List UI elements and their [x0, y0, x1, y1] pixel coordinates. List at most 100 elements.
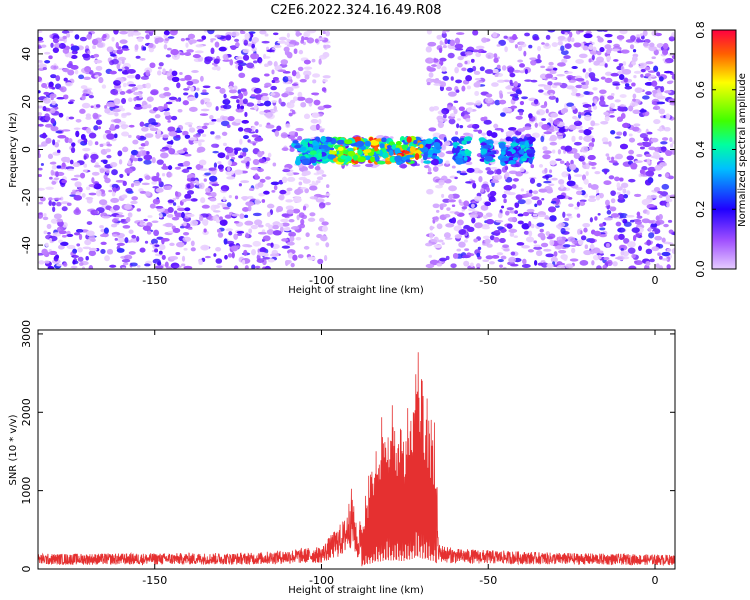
spectrogram-cell [110, 223, 118, 228]
spectrogram-cell [246, 102, 255, 107]
spectrogram-cell [565, 263, 574, 269]
spectrogram-cell [62, 35, 67, 40]
spectrogram-cell [519, 41, 524, 46]
spectrogram-cell [282, 71, 291, 74]
spectrogram-cell [110, 161, 118, 168]
spectrogram-cell [473, 238, 479, 243]
spectrogram-cell [225, 34, 232, 41]
spectrogram-cell [439, 81, 447, 88]
spectrogram-cell [111, 169, 118, 176]
spectrogram-cell [250, 53, 260, 60]
spectrogram-cell [606, 48, 612, 55]
spectrogram-cell [579, 260, 589, 266]
spectrogram-cell [615, 153, 624, 160]
spectrogram-cell [632, 126, 640, 132]
spectrogram-cell [318, 202, 326, 209]
spectrogram-cell [481, 50, 487, 53]
spectrogram-cell [60, 201, 70, 205]
spectrogram-cell [186, 166, 192, 170]
spectrogram-cell [266, 49, 275, 53]
spectrogram-cell [38, 187, 45, 191]
echo-cell [401, 143, 409, 151]
spectrogram-cell [233, 85, 238, 90]
spectrogram-cell [631, 227, 640, 233]
spectrogram-cell [242, 48, 250, 54]
spectrogram-cell [633, 234, 637, 242]
spectrogram-cell [578, 53, 588, 59]
spectrogram-cell [144, 133, 154, 138]
spectrogram-cell [116, 63, 121, 70]
spectrogram-cell [555, 204, 560, 208]
spectrogram-cell [223, 238, 228, 245]
spectrogram-cell [530, 164, 534, 169]
echo-cell [452, 148, 460, 154]
spectrogram-cell [294, 189, 302, 195]
spectrogram-cell [307, 217, 316, 222]
echo-cell [430, 160, 436, 165]
spectrogram-cell [210, 192, 217, 198]
spectrogram-cell [543, 131, 553, 135]
spectrogram-cell [460, 112, 465, 117]
spectrogram-cell [130, 183, 135, 188]
spectrogram-cell [303, 32, 309, 38]
spectrogram-cell [514, 44, 518, 49]
spectrogram-cell [477, 170, 483, 174]
spectrogram-cell [167, 119, 171, 123]
spectrogram-cell [185, 42, 189, 48]
spectrogram-cell [496, 44, 501, 47]
spectrogram-cell [187, 33, 196, 40]
spectrogram-cell [511, 184, 517, 189]
spectrogram-cell [174, 166, 181, 170]
spectrogram-cell [156, 159, 164, 165]
spectrogram-cell [246, 62, 255, 69]
spectrogram-cell [201, 35, 207, 40]
spectrogram-cell [238, 72, 246, 79]
spectrogram-cell [172, 228, 181, 234]
spectrogram-cell [640, 74, 644, 78]
spectrogram-cell [288, 231, 297, 237]
spectrogram-cell [70, 45, 80, 52]
spectrogram-cell [441, 32, 447, 39]
spectrogram-cell [583, 227, 588, 233]
spectrogram-cell [588, 67, 592, 72]
spectrogram-cell [254, 219, 263, 226]
spectrogram-cell [59, 196, 64, 201]
spectrogram-cell [209, 115, 214, 120]
spectrogram-cell [571, 105, 576, 110]
spectrogram-cell [472, 182, 477, 189]
echo-cell [376, 150, 381, 154]
spectrogram-cell [280, 101, 286, 107]
spectrogram-cell [143, 159, 152, 165]
spectrogram-cell [322, 225, 328, 232]
spectrogram-cell [573, 120, 583, 126]
spectrogram-cell [583, 178, 589, 185]
spectrogram-cell [136, 208, 141, 212]
spectrogram-cell [649, 258, 655, 263]
spectrogram-cell [48, 55, 53, 60]
spectrogram-cell [176, 127, 181, 133]
spectrogram-cell [221, 107, 225, 111]
spectrogram-cell [47, 265, 55, 269]
spectrogram-cell [184, 74, 192, 81]
spectrogram-cell [461, 206, 468, 210]
spectrogram-cell [85, 197, 94, 200]
spectrogram-cell [311, 92, 320, 96]
spectrogram-cell [279, 189, 287, 195]
spectrogram-cell [604, 116, 610, 122]
spectrogram-cell [209, 175, 218, 182]
spectrogram-cell [200, 75, 204, 82]
spectrogram-cell [508, 228, 518, 233]
spectrogram-cell [273, 32, 279, 36]
spectrogram-cell [665, 194, 670, 201]
spectrogram-cell [190, 247, 196, 252]
spectrogram-cell [204, 255, 211, 259]
spectrogram-cell [56, 149, 61, 154]
spectrogram-cell [573, 141, 582, 146]
spectrogram-cell [315, 180, 321, 184]
spectrogram-cell [174, 212, 184, 218]
spectrogram-cell [112, 108, 121, 113]
spectrogram-cell [472, 49, 479, 53]
spectrogram-cell [428, 72, 434, 78]
spectrogram-cell [66, 233, 74, 237]
spectrogram-cell [294, 131, 298, 137]
